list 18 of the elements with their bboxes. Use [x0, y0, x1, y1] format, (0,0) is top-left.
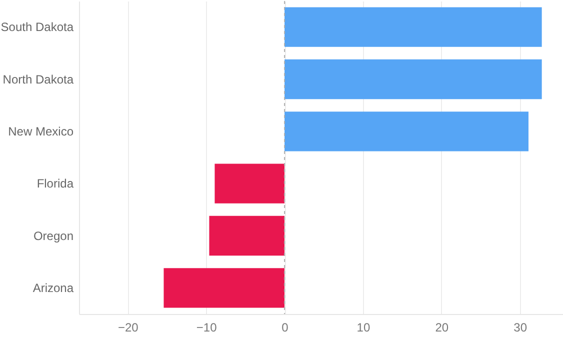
y-tick-label: Arizona: [32, 280, 74, 295]
x-tick-label: 10: [356, 320, 370, 334]
y-tick-label: South Dakota: [0, 20, 74, 34]
x-tick-label: 0: [282, 320, 289, 334]
y-tick-label: North Dakota: [2, 72, 74, 86]
y-tick-label: Oregon: [33, 228, 74, 243]
bar: [164, 268, 285, 308]
bar: [284, 112, 528, 152]
x-tick-label: 30: [514, 320, 528, 334]
bar: [214, 164, 285, 204]
x-tick-label: −20: [118, 320, 139, 334]
x-tick-label: −10: [196, 320, 218, 334]
y-tick-label: Florida: [36, 176, 74, 191]
bar: [284, 7, 542, 47]
y-tick-label: New Mexico: [8, 124, 74, 138]
bar: [284, 59, 542, 100]
bar: [209, 216, 285, 256]
x-tick-label: 20: [435, 320, 449, 334]
